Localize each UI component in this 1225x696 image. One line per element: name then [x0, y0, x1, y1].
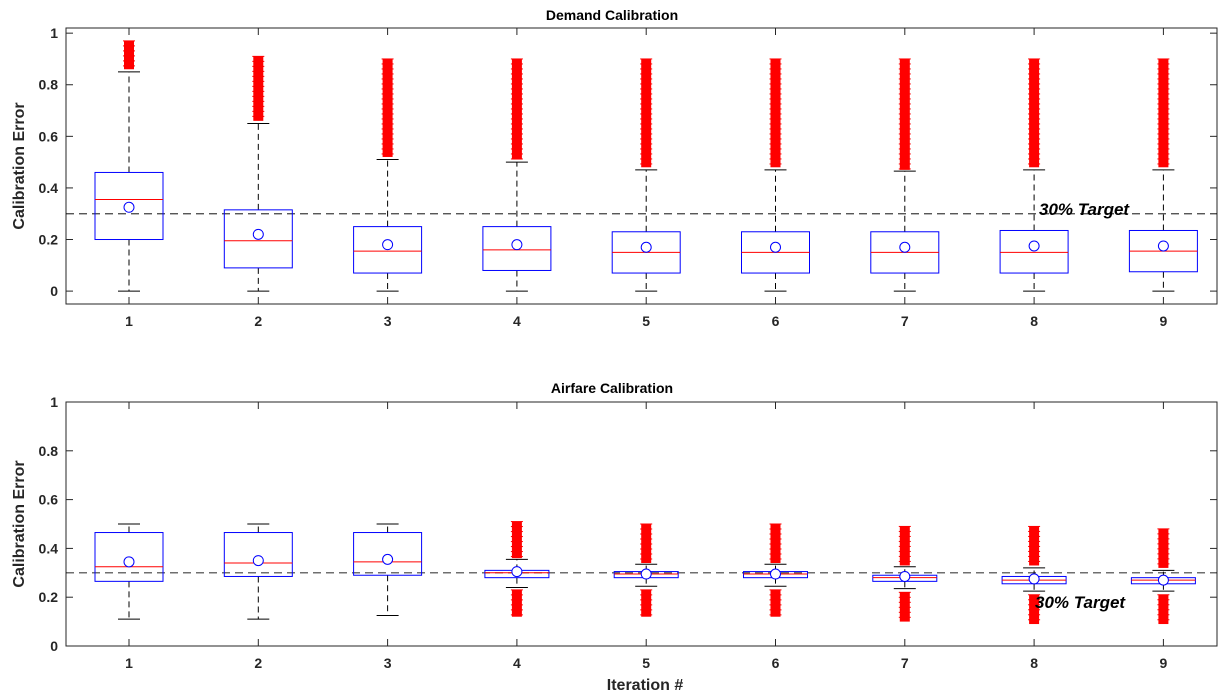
x-tick-label: 3: [384, 313, 392, 329]
outlier-band: [641, 589, 652, 617]
x-tick-label: 4: [513, 655, 521, 671]
iqr-box: [94, 171, 164, 241]
iqr-box: [94, 532, 164, 582]
mean-marker: [252, 555, 264, 567]
x-tick-label: 6: [772, 313, 780, 329]
iqr-box: [223, 532, 293, 577]
x-tick-label: 9: [1160, 655, 1168, 671]
mean-marker: [640, 241, 652, 253]
y-tick-label: 0: [50, 638, 58, 654]
y-tick-label: 0.6: [39, 492, 59, 508]
x-tick-label: 5: [642, 655, 650, 671]
x-tick-label: 6: [772, 655, 780, 671]
y-tick-label: 0.8: [39, 443, 59, 459]
mean-marker: [1157, 574, 1169, 586]
outlier-band: [1029, 58, 1040, 168]
x-tick-label: 8: [1030, 313, 1038, 329]
outlier-band: [641, 58, 652, 168]
y-tick-label: 0.6: [39, 128, 59, 144]
y-tick-label: 0.4: [39, 540, 59, 556]
x-axis-label: Iteration #: [607, 677, 684, 694]
y-tick-label: 0.8: [39, 77, 59, 93]
y-tick-label: 0.2: [39, 589, 59, 605]
mean-marker: [1028, 240, 1040, 252]
demand-marks: 0 0.2 0.4 0.6 0.8 1 1 2 3 4 5 6 7 8 9: [39, 25, 1217, 329]
outlier-band: [1158, 58, 1169, 168]
y-tick-label: 0.4: [39, 180, 59, 196]
demand-y-axis-label: Calibration Error: [11, 102, 28, 229]
y-tick-label: 1: [50, 25, 58, 41]
x-tick-label: 9: [1160, 313, 1168, 329]
x-tick-label: 1: [125, 313, 133, 329]
outlier-band: [382, 58, 393, 157]
outlier-band: [770, 589, 781, 617]
mean-marker: [511, 239, 523, 251]
y-tick-label: 1: [50, 394, 58, 410]
iqr-box: [223, 209, 293, 269]
mean-marker: [382, 553, 394, 565]
iqr-box: [353, 226, 423, 274]
y-tick-label: 0.2: [39, 232, 59, 248]
x-tick-label: 5: [642, 313, 650, 329]
mean-marker: [899, 570, 911, 582]
mean-marker: [770, 568, 781, 580]
mean-marker: [1157, 240, 1169, 252]
airfare-target-label: 30% Target: [1035, 593, 1126, 612]
iqr-box: [482, 226, 552, 271]
mean-marker: [382, 239, 394, 251]
outlier-band: [253, 56, 264, 121]
x-tick-label: 4: [513, 313, 521, 329]
demand-panel: Demand Calibration Calibration Error 0 0.…: [11, 7, 1218, 329]
demand-target-label: 30% Target: [1039, 200, 1130, 219]
mean-marker: [899, 241, 911, 253]
demand-title: Demand Calibration: [546, 7, 678, 23]
outlier-band: [511, 589, 522, 617]
y-tick-label: 0: [50, 283, 58, 299]
x-tick-label: 8: [1030, 655, 1038, 671]
mean-marker: [511, 566, 523, 578]
mean-marker: [123, 556, 135, 568]
outlier-band: [511, 521, 522, 559]
x-tick-label: 1: [125, 655, 133, 671]
x-tick-label: 2: [254, 313, 262, 329]
x-tick-label: 7: [901, 655, 909, 671]
iqr-box: [999, 229, 1069, 274]
airfare-title: Airfare Calibration: [551, 380, 673, 396]
airfare-y-axis-label: Calibration Error: [11, 460, 28, 587]
x-tick-label: 2: [254, 655, 262, 671]
iqr-box: [353, 532, 423, 576]
outlier-band: [770, 58, 781, 168]
airfare-panel: Airfare Calibration Calibration Error 00…: [11, 380, 1218, 694]
mean-marker: [123, 201, 135, 213]
mean-marker: [1028, 573, 1040, 585]
airfare-marks: 0 0.2 0.4 0.6 0.8 1 1 2 3 4 5 6 7 8 9: [39, 394, 1217, 671]
x-tick-label: 7: [901, 313, 909, 329]
outlier-band: [124, 40, 134, 70]
mean-marker: [252, 228, 264, 240]
x-tick-label: 3: [384, 655, 392, 671]
mean-marker: [770, 241, 781, 253]
mean-marker: [640, 568, 652, 580]
